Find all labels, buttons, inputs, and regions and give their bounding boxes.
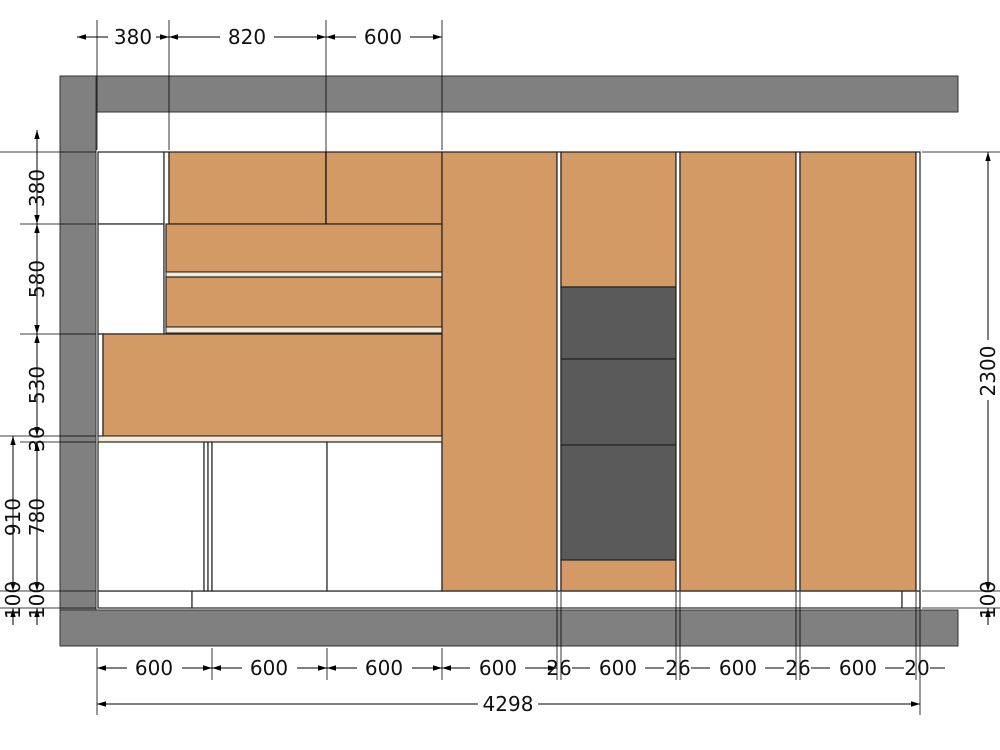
dim-left-6: 100	[25, 581, 49, 619]
open-shelf-upper	[97, 151, 165, 225]
tall-door-4	[799, 151, 917, 592]
bottom-dimensions: 600 600 600 600 26 600 26 600 26 600 20	[97, 656, 945, 680]
dim-left-outer-2: 100	[1, 581, 25, 619]
dim-bottom-7: 26	[665, 656, 690, 680]
base-door-3	[326, 441, 443, 592]
plinth-main	[191, 590, 903, 609]
plinth	[97, 590, 921, 609]
end-panel	[915, 151, 921, 592]
dim-bottom-10: 600	[839, 656, 877, 680]
dim-bottom-5: 26	[546, 656, 571, 680]
dim-left-1: 380	[25, 169, 49, 207]
dim-left-5: 780	[25, 498, 49, 536]
plinth-right	[901, 590, 921, 609]
appliance-3	[560, 444, 677, 561]
base-gap-1	[203, 441, 209, 592]
flap-door-1	[165, 223, 443, 273]
tall-door-1	[441, 151, 558, 592]
dim-bottom-4: 600	[479, 656, 517, 680]
appliance-top-door	[560, 151, 677, 288]
dim-bottom-1: 600	[135, 656, 173, 680]
upper-wall-cabinets	[97, 151, 443, 437]
left-dimensions: 380 580 530 30 780 100	[25, 130, 49, 625]
tall-cabinets	[441, 151, 921, 592]
appliance-bottom-drawer	[560, 559, 677, 592]
dim-bottom-8: 600	[719, 656, 757, 680]
large-flap-door	[102, 333, 443, 437]
dim-right-1: 2300	[976, 346, 1000, 397]
top-door-left	[168, 151, 327, 225]
top-door-right	[325, 151, 443, 225]
walls	[59, 75, 959, 647]
dim-bottom-6: 600	[599, 656, 637, 680]
dim-bottom-9: 26	[785, 656, 810, 680]
dim-top-3: 600	[364, 25, 402, 49]
left-outer-dimensions: 910 100	[1, 436, 25, 625]
plinth-left	[97, 590, 193, 609]
flap-gap-1	[165, 271, 443, 278]
appliance-1	[560, 286, 677, 360]
base-cabinets	[97, 441, 443, 592]
flap-gap-2	[165, 326, 443, 334]
flap-door-2	[165, 276, 443, 328]
dim-top-1: 380	[114, 25, 152, 49]
base-door-2	[211, 441, 328, 592]
left-wall	[59, 75, 97, 647]
dim-bottom-2: 600	[250, 656, 288, 680]
countertop	[97, 435, 443, 443]
dim-total: 4298	[483, 692, 534, 716]
appliance-2	[560, 358, 677, 446]
dim-right-2: 100	[976, 581, 1000, 619]
base-door-1	[97, 441, 205, 592]
dim-bottom-11: 20	[904, 656, 929, 680]
dim-left-outer-1: 910	[1, 498, 25, 536]
dim-left-2: 580	[25, 260, 49, 298]
floor-wall	[59, 609, 959, 647]
dim-left-3: 530	[25, 366, 49, 404]
dim-bottom-3: 600	[365, 656, 403, 680]
top-dimensions: 380 820 600	[77, 25, 442, 49]
tall-door-3	[679, 151, 797, 592]
upper-left-open-shelves	[97, 151, 170, 335]
dim-top-2: 820	[228, 25, 266, 49]
ceiling-wall	[59, 75, 959, 113]
lower-side-strip	[97, 333, 104, 437]
open-shelf-middle	[97, 223, 165, 335]
base-gap-2	[207, 441, 213, 592]
total-dimension: 4298	[97, 692, 920, 716]
right-dimensions: 2300 100	[976, 152, 1000, 625]
